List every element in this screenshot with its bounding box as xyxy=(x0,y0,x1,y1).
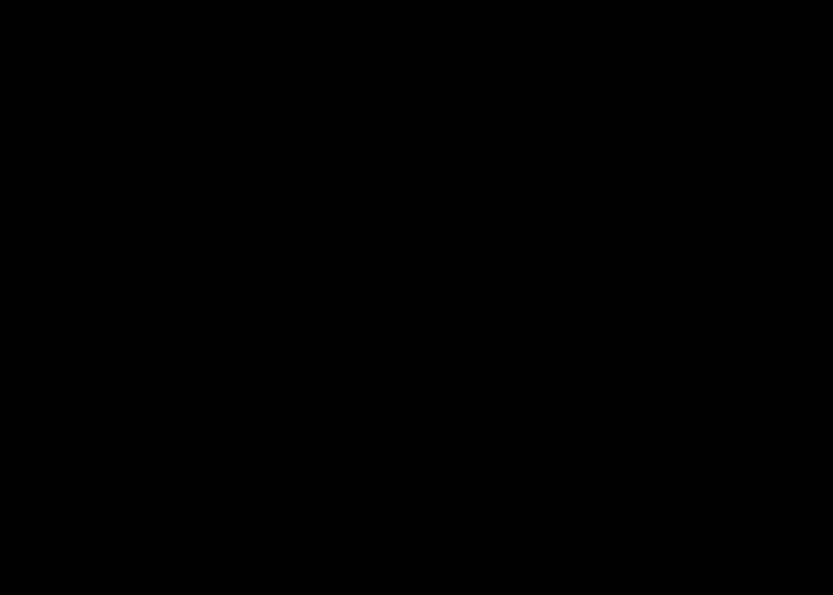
tree-canvas: ClostridiumClostridium acetobutylicumThe… xyxy=(0,0,833,595)
phylogenetic-tree-figure: ClostridiumClostridium acetobutylicumThe… xyxy=(0,0,833,595)
